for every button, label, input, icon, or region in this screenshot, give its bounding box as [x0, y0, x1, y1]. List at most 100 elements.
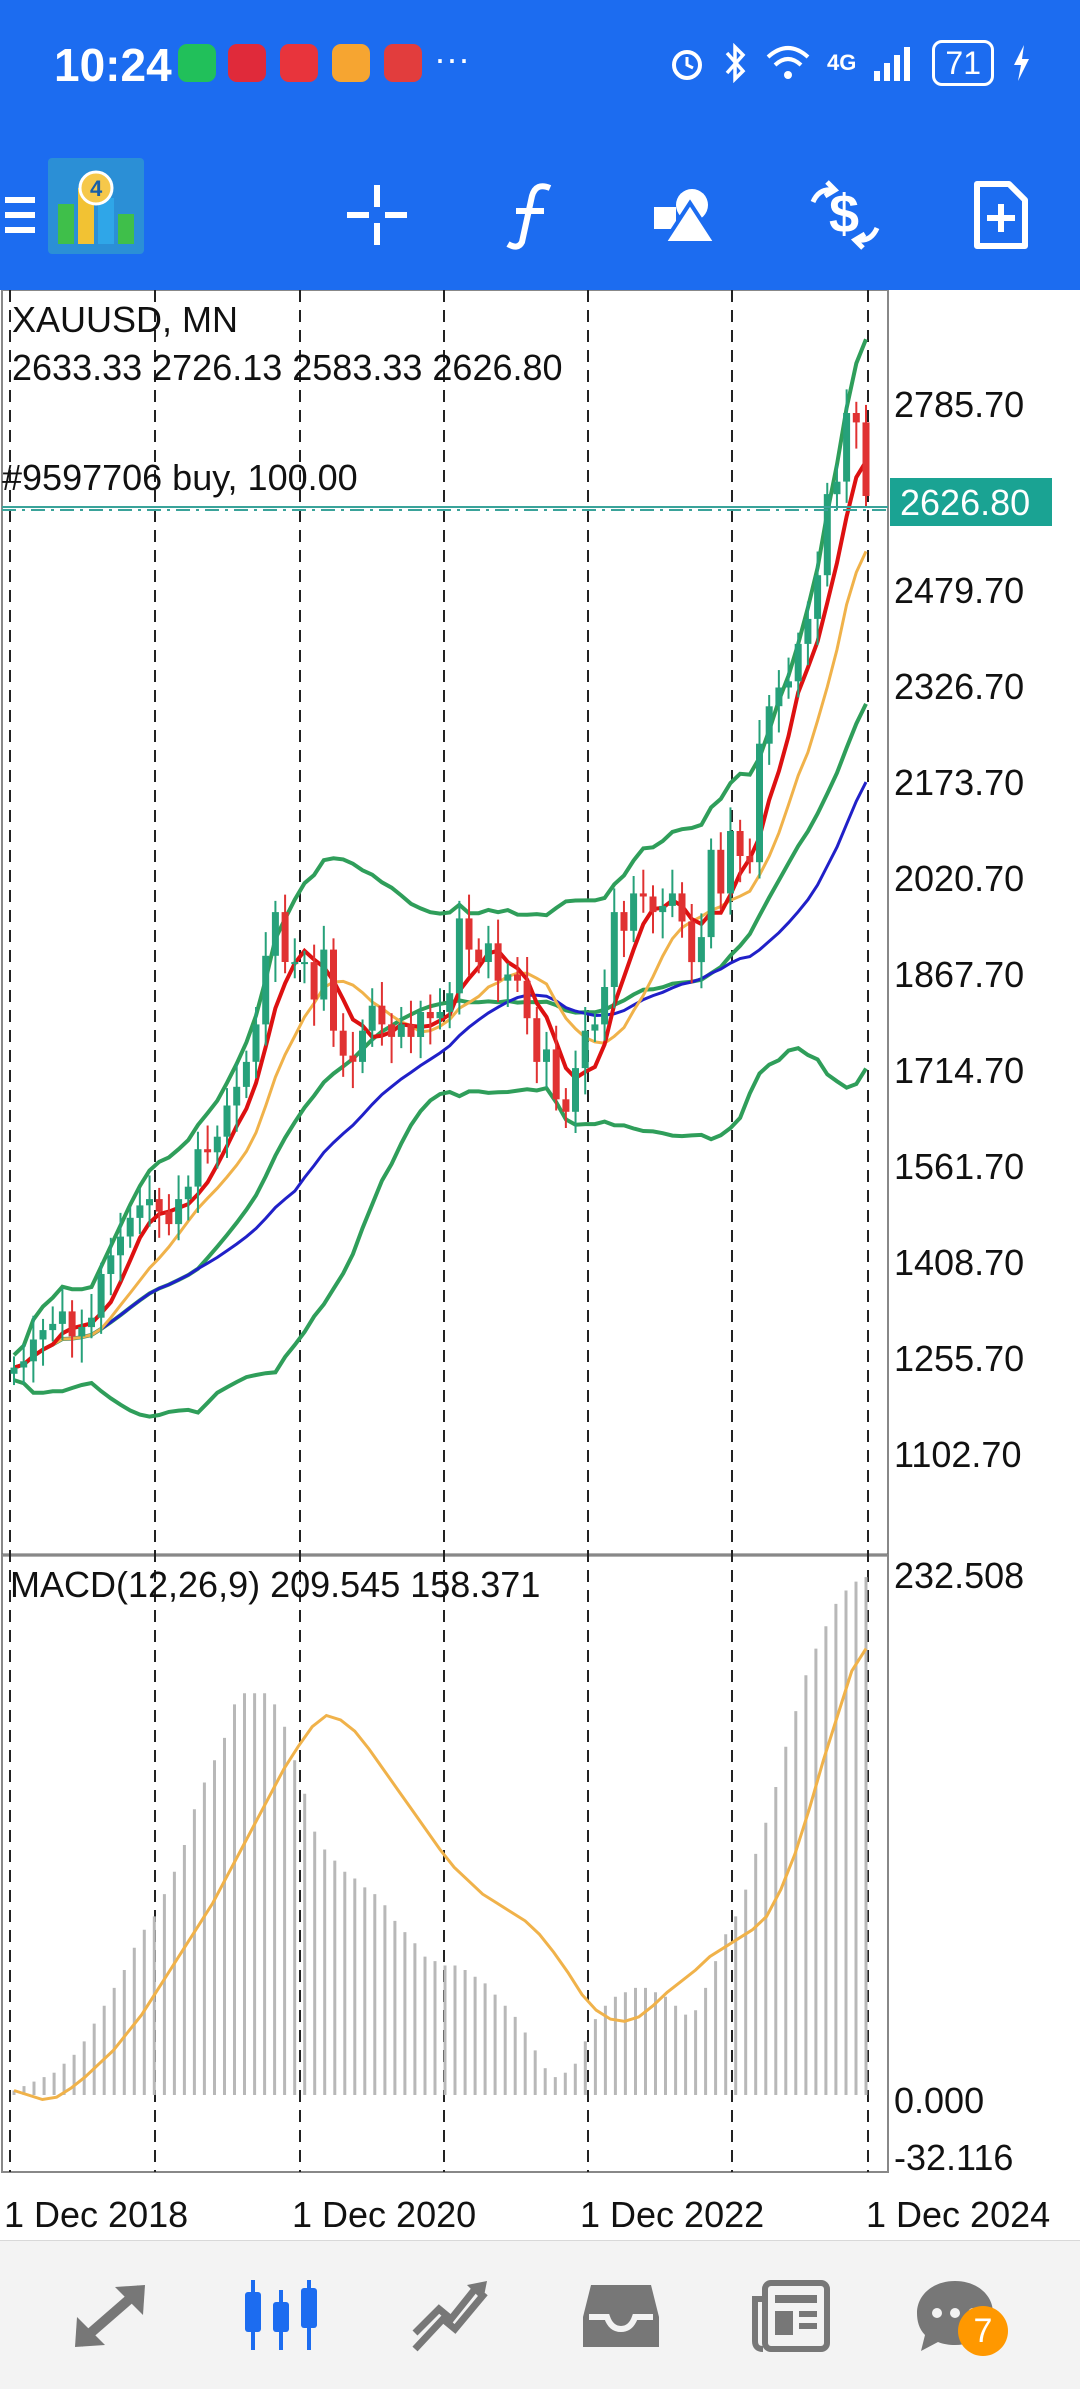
candle-body	[233, 1086, 241, 1106]
candle-body	[707, 849, 715, 938]
candle-body	[639, 893, 647, 897]
price-tick: 2479.70	[894, 570, 1024, 611]
candle-body	[378, 1005, 386, 1025]
alarm-icon	[672, 50, 703, 80]
svg-text:4: 4	[90, 176, 103, 201]
candle-body	[107, 1255, 115, 1274]
chart-app-notification-icon	[384, 44, 422, 82]
nav-charts[interactable]	[226, 2261, 336, 2371]
candle-body	[242, 1061, 250, 1087]
candle-body	[562, 1099, 570, 1112]
candle-body	[601, 987, 609, 1025]
candle-body	[862, 422, 870, 496]
objects-button[interactable]	[632, 160, 742, 270]
bollinger-middle-band	[13, 703, 868, 1370]
time-tick: 1 Dec 2022	[580, 2194, 764, 2235]
candle-body	[194, 1149, 202, 1187]
candle-body	[88, 1317, 95, 1328]
candle-body	[727, 831, 734, 894]
price-tick: 2785.70	[894, 384, 1024, 425]
candlesticks	[10, 389, 870, 1386]
candle-body	[117, 1236, 124, 1256]
candle-body	[591, 1024, 599, 1031]
crosshair-icon	[347, 185, 407, 245]
candle-body	[397, 1024, 405, 1037]
app-notification-icon	[332, 44, 370, 82]
candle-body	[523, 980, 531, 1019]
candle-body	[552, 1049, 560, 1100]
candle-body	[659, 905, 667, 913]
candle-body	[465, 918, 473, 950]
candle-body	[843, 413, 851, 482]
candle-body	[417, 1012, 425, 1037]
candle-body	[620, 912, 628, 931]
candle-body	[310, 962, 318, 1000]
nav-quotes[interactable]	[56, 2261, 166, 2371]
candle-body	[794, 643, 802, 682]
macd-tick: 232.508	[894, 1555, 1024, 1596]
menu-button[interactable]	[0, 160, 80, 270]
app-notification-icon	[228, 44, 266, 82]
candle-body	[514, 974, 521, 981]
candle-body	[97, 1274, 105, 1318]
candle-body	[349, 1055, 357, 1062]
signal-icon	[874, 47, 911, 81]
candle-body	[804, 618, 812, 644]
candle-body	[756, 743, 763, 863]
time-tick: 1 Dec 2018	[4, 2194, 188, 2235]
wifi-icon	[766, 46, 810, 79]
candle-body	[184, 1186, 192, 1200]
candle-body	[484, 943, 492, 962]
candle-body	[533, 1018, 541, 1062]
candle-body	[368, 1005, 376, 1031]
symbol-label: XAUUSD, MN	[12, 299, 238, 340]
candle-body	[746, 856, 754, 863]
macd-signal-path	[13, 1647, 868, 2102]
macd-tick: 0.000	[894, 2080, 984, 2121]
current-price-value: 2626.80	[900, 482, 1030, 523]
candle-body	[426, 1012, 434, 1019]
new-order-button[interactable]	[946, 160, 1056, 270]
candle-body	[688, 921, 696, 963]
crosshair-button[interactable]	[322, 160, 432, 270]
candle-body	[155, 1199, 163, 1212]
trade-chart-icon	[412, 2281, 488, 2352]
svg-text:$: $	[829, 184, 859, 244]
price-tick: 2020.70	[894, 858, 1024, 899]
order-label[interactable]: #9597706 buy, 100.00	[2, 457, 358, 498]
candle-body	[852, 413, 860, 423]
price-tick: 1561.70	[894, 1146, 1024, 1187]
ohlc-label: 2633.33 2726.13 2583.33 2626.80	[12, 347, 563, 388]
objects-icon	[654, 189, 720, 245]
status-icons: 4G 71	[667, 38, 1032, 88]
chart-area[interactable]: 2626.80 XAUUSD, MN 2633.33 2726.13 2583.…	[0, 290, 1080, 2240]
candle-body	[649, 896, 657, 913]
price-tick: 1714.70	[894, 1050, 1024, 1091]
candle-body	[58, 1311, 66, 1324]
nav-news[interactable]	[736, 2261, 846, 2371]
candle-body	[213, 1136, 221, 1153]
nav-history[interactable]	[566, 2261, 676, 2371]
network-type: 4G	[827, 50, 857, 75]
candle-body	[223, 1105, 231, 1137]
candle-body	[475, 949, 483, 963]
trade-button[interactable]: $	[790, 160, 900, 270]
price-tick: 1102.70	[894, 1434, 1021, 1475]
candle-body	[68, 1311, 76, 1337]
candle-body	[301, 962, 308, 965]
menu-icon	[5, 197, 35, 233]
candle-body	[204, 1149, 212, 1153]
candle-body	[29, 1339, 37, 1362]
candle-body	[20, 1361, 28, 1368]
macd-tick: -32.116	[894, 2137, 1013, 2178]
candle-body	[39, 1330, 47, 1340]
current-price-tag	[890, 478, 1052, 526]
app-header: 10:24 ··· 4G 71 4 $	[0, 0, 1080, 290]
trade-icon: $	[810, 180, 880, 250]
candle-body	[697, 937, 705, 963]
nav-trade[interactable]	[396, 2261, 506, 2371]
app-notification-icon	[280, 44, 318, 82]
candle-body	[446, 993, 454, 1012]
candle-body	[630, 893, 638, 931]
indicators-button[interactable]	[476, 160, 586, 270]
